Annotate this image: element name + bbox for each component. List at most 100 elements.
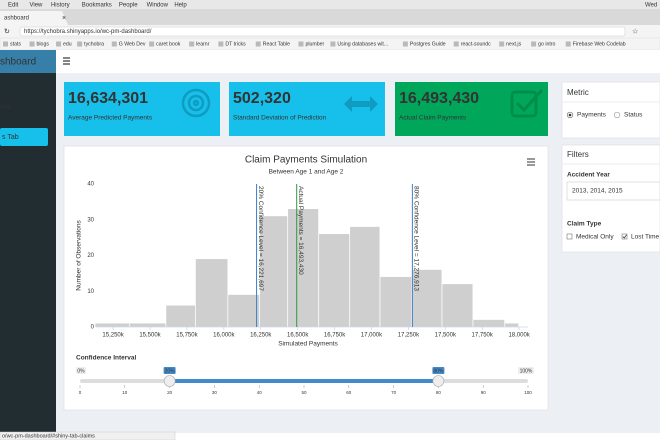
url-box[interactable] (19, 26, 626, 37)
bookmark-icon (255, 41, 261, 47)
tab-title[interactable]: ashboard (4, 16, 29, 22)
card (229, 82, 385, 136)
chart: Claim Payments Simulation Between Age 1 a… (76, 155, 534, 395)
bookmark-icon (77, 41, 83, 47)
menu-item[interactable]: View (29, 3, 43, 9)
bookmarks: stats blogs edu tychobra G Web Dev caret book… (3, 41, 626, 47)
slider-tick-label: 80 (436, 390, 442, 395)
slider-tick-label: 40 (257, 390, 263, 395)
header-bg (56, 50, 660, 73)
bookmark-icon (499, 41, 505, 47)
menu-item[interactable]: Window (147, 3, 169, 9)
bookmark[interactable]: Postgres Guide (410, 41, 446, 47)
x-tick-label: 15,750k (176, 333, 198, 339)
bookmark[interactable]: react-soundc (461, 41, 491, 47)
bookmark-icon (56, 41, 62, 47)
slider-tick-label: 70 (391, 390, 397, 395)
x-tick-label: 16,000k (213, 333, 235, 339)
bookmark[interactable]: go intro (538, 41, 555, 47)
x-tick-label: 15,250k (102, 333, 124, 339)
x-tick-label: 16,500k (287, 333, 309, 339)
select[interactable] (566, 181, 660, 201)
x-tick-label: 17,500k (435, 333, 457, 339)
bookmark[interactable]: React Table (263, 41, 290, 47)
slider-tick-label: 50 (301, 390, 307, 395)
url[interactable]: https://tychobra.shinyapps.io/wc-pm-dash… (24, 29, 152, 35)
chart-title: Claim Payments Simulation (245, 155, 367, 166)
histogram-bar (319, 234, 350, 327)
bookmark-icon (565, 41, 571, 47)
plot-line-label: 20% Confidence Level = 16,221,697 (257, 186, 264, 291)
bookmark-icon (453, 41, 459, 47)
slider-tick-label: 60 (346, 390, 352, 395)
plot-line-label: 80% Confidence Level = 17,276,913 (413, 186, 420, 291)
menu-item[interactable]: Help (174, 3, 187, 9)
slider-value-label: 20% (165, 368, 176, 374)
tab-close[interactable]: × (62, 15, 66, 22)
slider-label: Confidence Interval (76, 355, 137, 362)
sidebar (0, 73, 56, 433)
radio[interactable] (613, 111, 621, 119)
bookmark-icon (189, 41, 195, 47)
histogram-bar (442, 284, 473, 327)
bookmark[interactable]: Firebase Web Codelab (573, 41, 626, 47)
slider-range (169, 379, 439, 383)
card-value: 502,320 (233, 90, 291, 107)
bookmark-icon (149, 41, 155, 47)
slider-handle[interactable] (163, 375, 176, 387)
checkbox[interactable] (621, 233, 628, 240)
radio-label[interactable]: Status (624, 112, 643, 119)
bookmark[interactable]: Using databases wit... (337, 41, 388, 47)
bookmark[interactable]: stats (10, 41, 21, 47)
x-tick-label: 16,750k (324, 333, 346, 339)
y-tick-label: 10 (87, 289, 94, 295)
bookmark[interactable]: edu (63, 41, 72, 47)
x-tick-label: 17,750k (472, 333, 494, 339)
target-icon (181, 88, 211, 118)
tab[interactable] (0, 11, 68, 25)
x-tick-label: 16,250k (250, 333, 272, 339)
bookmark[interactable]: learnr (196, 41, 210, 47)
slider-tick-label: 30 (212, 390, 218, 395)
bookmark[interactable]: next.js (506, 41, 521, 47)
card-label: Actual Claim Payments (399, 115, 467, 122)
field-label: Claim Type (567, 221, 602, 228)
sidebar-section[interactable]: ims (0, 104, 11, 111)
chart-menu[interactable] (527, 158, 535, 166)
bookmark-icon (531, 41, 537, 47)
menu-item[interactable]: History (51, 3, 70, 9)
histogram-bar (412, 269, 442, 327)
checkbox[interactable] (566, 233, 573, 240)
bookmark[interactable]: DT tricks (225, 41, 246, 47)
menu-bar (0, 0, 660, 9)
bookmark-icon (29, 41, 35, 47)
menu-item[interactable]: Edit (8, 3, 19, 9)
sidebar-active[interactable] (0, 128, 48, 146)
menu-item[interactable]: People (119, 3, 138, 9)
slider-min-label: 0% (77, 368, 85, 374)
bookmark[interactable]: tychobra (84, 41, 104, 47)
hamburger[interactable] (63, 57, 70, 65)
filters-title: Filters (567, 150, 589, 159)
bookmark[interactable]: caret book (156, 41, 181, 47)
arrows-icon (344, 96, 378, 112)
reload[interactable]: ↻ (4, 28, 10, 35)
metric-title: Metric (567, 88, 589, 97)
menu-item[interactable]: Bookmarks (82, 3, 112, 9)
radio-label[interactable]: Payments (577, 112, 607, 119)
checkbox-label[interactable]: Medical Only (576, 234, 614, 241)
sidebar-active-label[interactable]: s Tab (2, 134, 19, 141)
bookmark[interactable]: G Web Dev (119, 41, 146, 47)
bookmark[interactable]: plumber (305, 41, 324, 47)
check (622, 234, 627, 239)
bookmark[interactable]: blogs (37, 41, 50, 47)
checkbox-label[interactable]: Lost Time (631, 234, 660, 241)
slider-handle[interactable] (432, 375, 445, 387)
star[interactable]: ☆ (632, 27, 638, 35)
y-tick-label: 20 (87, 253, 94, 259)
card-value: 16,634,301 (68, 90, 148, 107)
slider-tick-label: 20 (167, 390, 173, 395)
x-tick-label: 15,500k (139, 333, 161, 339)
chart-subtitle: Between Age 1 and Age 2 (269, 169, 344, 176)
select-value[interactable]: 2013, 2014, 2015 (572, 188, 623, 195)
